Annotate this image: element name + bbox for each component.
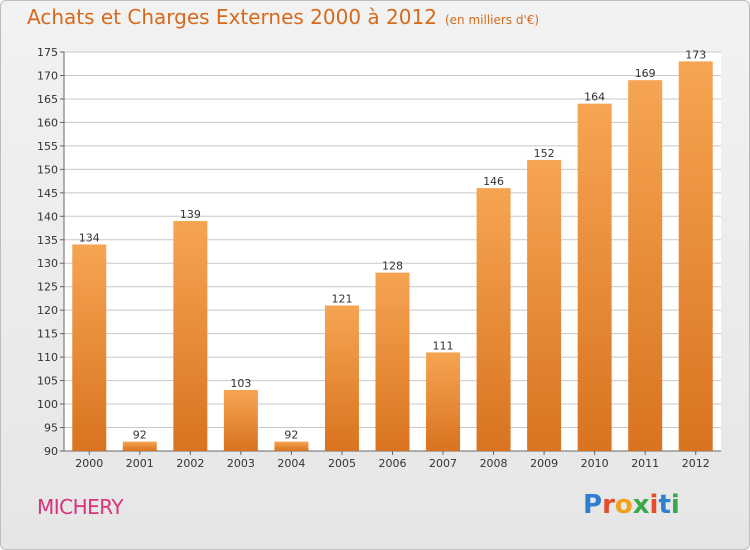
- bar-value-label: 128: [382, 260, 403, 273]
- bar: [324, 305, 359, 451]
- x-tick-label: 2012: [682, 457, 710, 470]
- x-tick-label: 2001: [126, 457, 154, 470]
- y-tick-label: 95: [44, 422, 58, 435]
- x-tick-label: 2000: [75, 457, 103, 470]
- bar-value-label: 169: [635, 67, 656, 80]
- chart-title-text: Achats et Charges Externes 2000 à 2012: [27, 5, 437, 29]
- x-tick-label: 2007: [429, 457, 457, 470]
- bar: [274, 441, 309, 451]
- town-name: MICHERY: [37, 495, 124, 519]
- x-tick-label: 2009: [530, 457, 558, 470]
- y-tick-label: 150: [37, 163, 58, 176]
- y-tick-label: 105: [37, 375, 58, 388]
- proxiti-logo: Proxiti: [583, 490, 680, 520]
- y-tick-label: 110: [37, 351, 58, 364]
- y-tick-label: 130: [37, 257, 58, 270]
- y-tick-label: 155: [37, 140, 58, 153]
- bar: [577, 103, 612, 452]
- y-tick-label: 90: [44, 445, 58, 458]
- y-tick-label: 135: [37, 234, 58, 247]
- y-tick-label: 140: [37, 210, 58, 223]
- chart-unit: (en milliers d'€): [444, 13, 540, 27]
- bar-value-label: 173: [685, 48, 706, 61]
- bar-value-label: 139: [180, 208, 201, 221]
- bar: [72, 244, 107, 451]
- x-tick-label: 2006: [379, 457, 407, 470]
- y-tick-label: 100: [37, 398, 58, 411]
- bar-value-label: 121: [331, 292, 352, 305]
- y-tick-label: 175: [37, 46, 58, 59]
- bar-value-label: 152: [534, 147, 555, 160]
- bar: [527, 159, 562, 451]
- bar-value-label: 146: [483, 175, 504, 188]
- bar: [678, 61, 713, 451]
- x-tick-label: 2002: [176, 457, 204, 470]
- bar: [628, 80, 663, 451]
- y-tick-label: 115: [37, 328, 58, 341]
- y-tick-label: 160: [37, 116, 58, 129]
- x-tick-label: 2008: [480, 457, 508, 470]
- y-tick-label: 145: [37, 187, 58, 200]
- bar: [173, 220, 208, 451]
- bar: [122, 441, 157, 451]
- bar-value-label: 103: [230, 377, 251, 390]
- x-tick-label: 2010: [581, 457, 609, 470]
- bar: [375, 272, 410, 451]
- bar-value-label: 134: [79, 231, 100, 244]
- x-tick-label: 2011: [631, 457, 659, 470]
- bar-value-label: 92: [133, 429, 147, 442]
- bar-value-label: 92: [284, 429, 298, 442]
- chart-title: Achats et Charges Externes 2000 à 2012 (e…: [27, 5, 539, 29]
- x-tick-label: 2004: [277, 457, 305, 470]
- bar-value-label: 111: [433, 339, 454, 352]
- y-tick-label: 125: [37, 281, 58, 294]
- x-tick-label: 2003: [227, 457, 255, 470]
- bar: [426, 352, 461, 451]
- y-tick-label: 165: [37, 93, 58, 106]
- bar: [223, 389, 258, 451]
- y-tick-label: 120: [37, 304, 58, 317]
- x-tick-label: 2005: [328, 457, 356, 470]
- y-tick-label: 170: [37, 69, 58, 82]
- bar-value-label: 164: [584, 91, 605, 104]
- bar: [476, 188, 511, 452]
